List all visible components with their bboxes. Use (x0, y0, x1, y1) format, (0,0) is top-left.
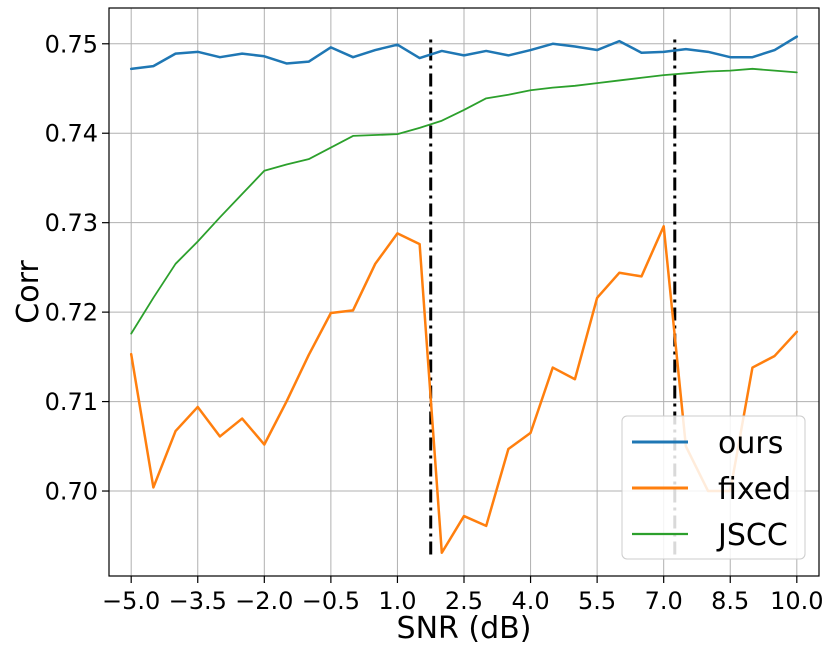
x-tick-label: −5.0 (102, 587, 160, 615)
legend-box (621, 415, 806, 560)
x-tick-label: 8.5 (711, 587, 749, 615)
legend: ours fixed JSCC (621, 415, 806, 560)
y-tick-label: 0.71 (45, 388, 98, 416)
x-tick-label: 1.0 (378, 587, 416, 615)
y-axis-title: Corr (11, 260, 46, 324)
x-tick-label: −3.5 (169, 587, 227, 615)
y-axis: 0.70 0.71 0.72 0.73 0.74 0.75 (45, 30, 109, 506)
y-tick-label: 0.73 (45, 209, 98, 237)
legend-label-fixed: fixed (718, 472, 791, 507)
legend-label-jscc: JSCC (716, 518, 788, 553)
x-tick-label: 7.0 (645, 587, 683, 615)
x-tick-label: 10.0 (770, 587, 823, 615)
x-tick-label: −0.5 (302, 587, 360, 615)
x-tick-label: 4.0 (511, 587, 549, 615)
grid (109, 8, 819, 576)
x-tick-label: 5.5 (578, 587, 616, 615)
series-line-jscc (130, 67, 798, 335)
y-tick-label: 0.70 (45, 478, 98, 506)
x-axis-title: SNR (dB) (397, 611, 532, 646)
x-axis: −5.0 −3.5 −2.0 −0.5 1.0 2.5 4.0 5.5 7.0 8.5 10.0 (102, 576, 824, 615)
legend-label-ours: ours (718, 426, 783, 461)
x-tick-label: −2.0 (235, 587, 293, 615)
x-tick-label: 2.5 (445, 587, 483, 615)
y-tick-label: 0.72 (45, 299, 98, 327)
y-tick-label: 0.75 (45, 30, 98, 58)
y-tick-label: 0.74 (45, 120, 98, 148)
series-line-ours (129, 35, 799, 71)
